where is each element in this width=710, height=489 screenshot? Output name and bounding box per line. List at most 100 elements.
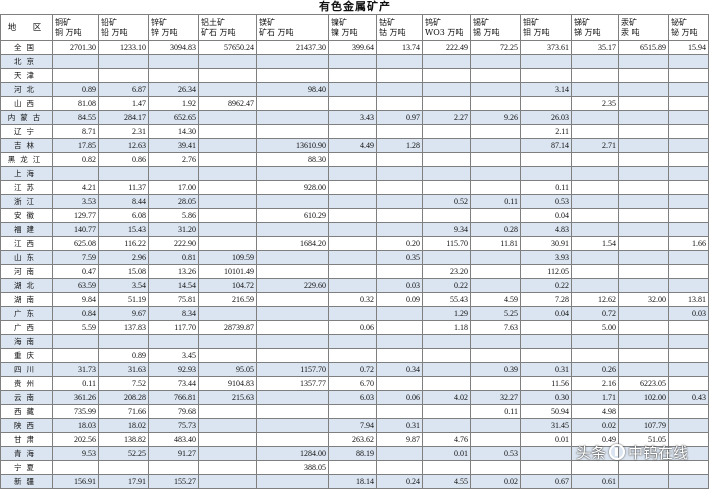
table-cell: 21437.30: [256, 40, 329, 55]
table-cell: [668, 264, 709, 279]
table-cell: [571, 222, 619, 237]
table-cell: 13610.90: [256, 138, 329, 153]
table-row: 甘肃 202.56 138.82 483.40 263.62 9.87 4.76 0.01 0.…: [0, 432, 709, 447]
region-name: 四川: [0, 362, 53, 377]
table-cell: 0.22: [422, 278, 471, 293]
table-cell: [328, 460, 377, 475]
table-cell: 116.22: [98, 236, 149, 251]
region-name: 青海: [0, 446, 53, 461]
table-cell: [668, 474, 709, 489]
region-name: 北京: [0, 54, 53, 69]
table-cell: [470, 250, 521, 265]
table-cell: [668, 278, 709, 293]
table-row: 广东 0.84 9.67 8.34 1.29 5.25 0.04 0.72 0.03: [0, 306, 709, 321]
table-cell: [328, 208, 377, 223]
table-cell: 0.26: [571, 362, 619, 377]
table-row: 江苏 4.21 11.37 17.00 928.00 0.11: [0, 180, 709, 195]
table-cell: 88.30: [256, 152, 329, 167]
table-cell: 0.81: [148, 250, 199, 265]
header-row: 地 区 铜矿铜 万吨 铅矿铅 万吨 锌矿锌 万吨 铝土矿 矿石 万吨 镁矿 矿石 万…: [0, 14, 709, 41]
table-cell: [668, 362, 709, 377]
table-cell: [618, 250, 669, 265]
table-cell: 7.59: [52, 250, 99, 265]
table-cell: 17.00: [148, 180, 199, 195]
table-cell: [668, 82, 709, 97]
table-cell: 388.05: [256, 460, 329, 475]
table-cell: 11.56: [520, 376, 572, 391]
table-cell: 0.72: [571, 306, 619, 321]
table-cell: [618, 96, 669, 111]
column-header-lead: 铅矿铅 万吨: [98, 14, 149, 41]
table-cell: 9104.83: [198, 376, 257, 391]
table-cell: [618, 278, 669, 293]
table-cell: [571, 460, 619, 475]
table-cell: [618, 306, 669, 321]
table-cell: [198, 334, 257, 349]
table-cell: [422, 376, 471, 391]
table-cell: [470, 68, 521, 83]
table-cell: 11.37: [98, 180, 149, 195]
table-cell: [328, 194, 377, 209]
table-cell: [571, 180, 619, 195]
table-cell: [328, 54, 377, 69]
table-cell: [668, 54, 709, 69]
table-cell: [668, 110, 709, 125]
table-cell: 6.08: [98, 208, 149, 223]
table-row: 西藏 735.99 71.66 79.68 0.11 50.94 4.98: [0, 404, 709, 419]
table-cell: [376, 152, 423, 167]
table-row: 安徽 129.77 6.08 5.86 610.29 0.04: [0, 208, 709, 223]
table-cell: [618, 68, 669, 83]
column-header-tin: 锡矿锡 万吨: [470, 14, 521, 41]
table-cell: [256, 264, 329, 279]
table-cell: 361.26: [52, 390, 99, 405]
table-cell: 1684.20: [256, 236, 329, 251]
table-cell: [618, 138, 669, 153]
table-cell: [618, 264, 669, 279]
region-name: 湖北: [0, 278, 53, 293]
column-header-mercury: 汞矿汞 吨: [618, 14, 669, 41]
table-cell: [668, 124, 709, 139]
table-cell: [328, 124, 377, 139]
table-cell: [52, 68, 99, 83]
table-cell: [198, 124, 257, 139]
table-cell: 7.94: [328, 418, 377, 433]
table-cell: [198, 460, 257, 475]
table-cell: [470, 208, 521, 223]
table-cell: 88.19: [328, 446, 377, 461]
table-cell: [376, 320, 423, 335]
table-cell: 31.45: [520, 418, 572, 433]
table-cell: 26.34: [148, 82, 199, 97]
table-cell: 284.17: [98, 110, 149, 125]
table-cell: [520, 96, 572, 111]
table-cell: [328, 152, 377, 167]
table-cell: [470, 124, 521, 139]
table-row: 河南 0.47 15.08 13.26 10101.49 23.20 112.05: [0, 264, 709, 279]
table-cell: 23.20: [422, 264, 471, 279]
watermark-brand: 中钨在线: [627, 443, 688, 462]
table-cell: [376, 180, 423, 195]
table-cell: 3.43: [328, 110, 377, 125]
table-cell: 5.59: [52, 320, 99, 335]
table-cell: 9.84: [52, 292, 99, 307]
table-cell: [422, 54, 471, 69]
table-cell: 87.14: [520, 138, 572, 153]
table-cell: [470, 264, 521, 279]
table-cell: 138.82: [98, 432, 149, 447]
table-cell: [668, 404, 709, 419]
table-cell: [571, 166, 619, 181]
table-cell: 1.28: [376, 138, 423, 153]
table-row: 全国 2701.30 1233.10 3094.83 57650.24 21437.30 3…: [0, 40, 709, 55]
table-cell: [520, 152, 572, 167]
table-cell: 208.28: [98, 390, 149, 405]
table-cell: [618, 404, 669, 419]
table-cell: 7.63: [470, 320, 521, 335]
table-cell: [422, 460, 471, 475]
table-cell: [256, 404, 329, 419]
table-cell: [52, 348, 99, 363]
table-cell: [256, 124, 329, 139]
region-name: 安徽: [0, 208, 53, 223]
table-cell: 28739.87: [198, 320, 257, 335]
table-cell: 216.59: [198, 292, 257, 307]
table-cell: 483.40: [148, 432, 199, 447]
table-cell: 91.27: [148, 446, 199, 461]
